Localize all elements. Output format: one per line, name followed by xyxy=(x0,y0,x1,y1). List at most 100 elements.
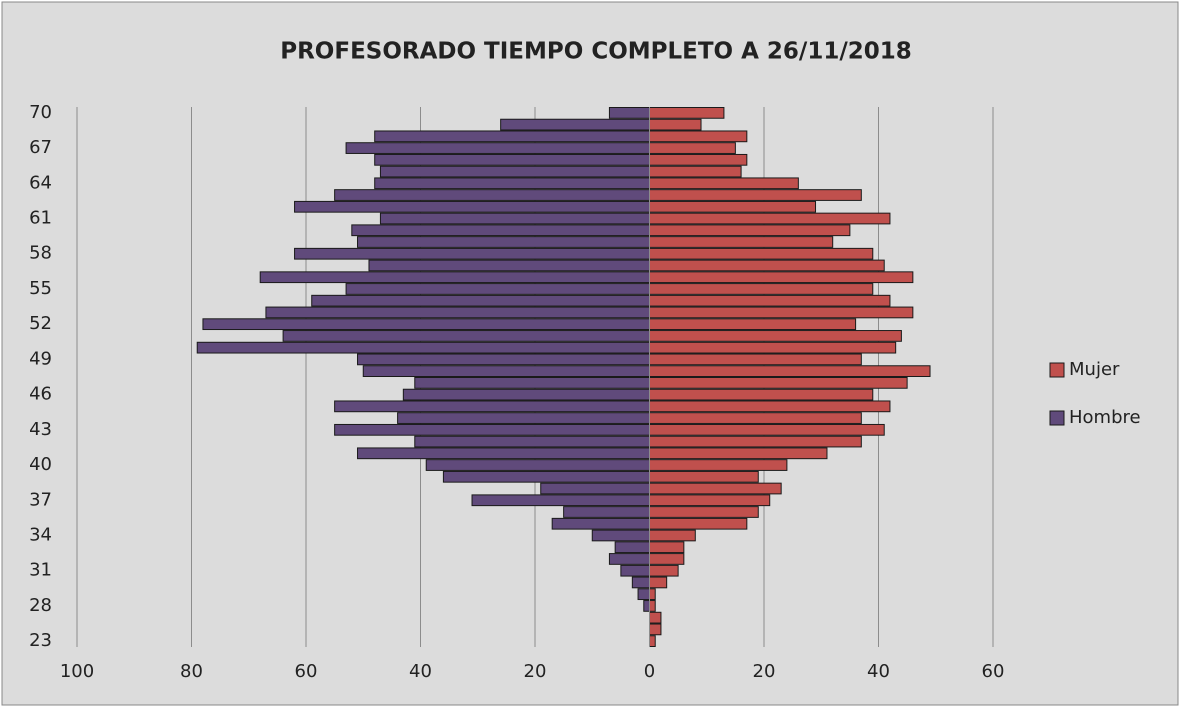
bar xyxy=(402,388,651,401)
bar xyxy=(649,541,685,554)
legend-label: Hombre xyxy=(1069,407,1141,428)
bar xyxy=(551,517,650,530)
bar xyxy=(649,623,662,636)
bar xyxy=(282,330,650,342)
bar xyxy=(414,377,650,389)
bar xyxy=(649,177,799,190)
bar xyxy=(357,353,650,366)
bar xyxy=(649,200,817,213)
bar xyxy=(374,130,650,143)
bar xyxy=(294,247,650,260)
bar xyxy=(500,118,650,131)
bar xyxy=(334,189,650,201)
bar xyxy=(649,494,771,507)
bar xyxy=(649,447,828,460)
bar xyxy=(471,494,650,507)
legend-swatch xyxy=(1049,362,1065,378)
y-tick-label: 23 xyxy=(29,630,52,651)
bar xyxy=(649,330,902,342)
bar xyxy=(608,553,650,565)
bar xyxy=(620,564,650,577)
bar xyxy=(649,388,874,401)
bar xyxy=(608,107,650,119)
legend-label: Mujer xyxy=(1069,359,1120,380)
y-tick-label: 52 xyxy=(29,313,52,334)
bar xyxy=(374,177,650,190)
bar xyxy=(379,212,650,225)
bar xyxy=(563,506,650,518)
bar xyxy=(631,576,651,589)
bar xyxy=(649,153,748,166)
bar xyxy=(614,541,651,554)
bar xyxy=(362,365,650,377)
bar xyxy=(294,200,650,213)
bar xyxy=(649,635,656,647)
x-tick-label: 80 xyxy=(180,661,203,682)
bar xyxy=(649,517,748,530)
bar xyxy=(649,118,702,131)
x-tick-label: 100 xyxy=(60,661,94,682)
bar xyxy=(442,470,650,483)
bar xyxy=(637,588,650,601)
bar xyxy=(649,259,885,272)
bar xyxy=(649,224,851,237)
bar xyxy=(591,529,650,542)
bar xyxy=(649,236,834,248)
y-tick-label: 55 xyxy=(29,278,52,299)
bar xyxy=(649,470,759,483)
bar xyxy=(649,412,862,424)
bar xyxy=(649,294,891,307)
bar xyxy=(311,294,650,307)
bar xyxy=(357,447,650,460)
bar xyxy=(259,271,650,284)
bar xyxy=(649,506,759,518)
bar xyxy=(649,400,891,413)
bar xyxy=(649,271,914,284)
bar xyxy=(397,412,650,424)
bar xyxy=(345,142,650,154)
y-tick-label: 58 xyxy=(29,243,52,264)
bar xyxy=(649,212,891,225)
bar xyxy=(649,130,748,143)
bar xyxy=(649,142,736,154)
bar xyxy=(649,482,782,495)
bar xyxy=(649,247,874,260)
bar xyxy=(649,529,696,542)
bar xyxy=(649,423,885,436)
x-tick-label: 0 xyxy=(644,661,655,682)
bar xyxy=(649,353,862,366)
y-tick-label: 31 xyxy=(29,560,52,581)
bar xyxy=(345,283,650,295)
bar xyxy=(351,224,650,237)
y-tick-label: 40 xyxy=(29,454,52,475)
bar xyxy=(649,189,862,201)
bar xyxy=(202,318,650,331)
x-tick-label: 60 xyxy=(295,661,318,682)
y-tick-label: 70 xyxy=(29,102,52,123)
bar xyxy=(649,553,685,565)
bar xyxy=(649,318,857,331)
bar xyxy=(649,377,908,389)
bar xyxy=(368,259,650,272)
bar xyxy=(374,153,650,166)
bar xyxy=(414,435,650,448)
x-tick-label: 40 xyxy=(867,661,890,682)
y-tick-label: 46 xyxy=(29,384,52,405)
bar xyxy=(196,341,650,354)
bar xyxy=(649,365,931,377)
x-tick-label: 60 xyxy=(982,661,1005,682)
y-tick-label: 67 xyxy=(29,137,52,158)
y-tick-label: 43 xyxy=(29,419,52,440)
bar xyxy=(649,165,742,178)
bar xyxy=(334,423,650,436)
legend-swatch xyxy=(1049,410,1065,426)
bar xyxy=(649,588,656,601)
bar xyxy=(649,435,862,448)
bar xyxy=(334,400,650,413)
bar xyxy=(265,306,650,319)
x-tick-label: 20 xyxy=(753,661,776,682)
y-tick-label: 28 xyxy=(29,595,52,616)
bar xyxy=(649,107,725,119)
bar xyxy=(649,600,656,612)
